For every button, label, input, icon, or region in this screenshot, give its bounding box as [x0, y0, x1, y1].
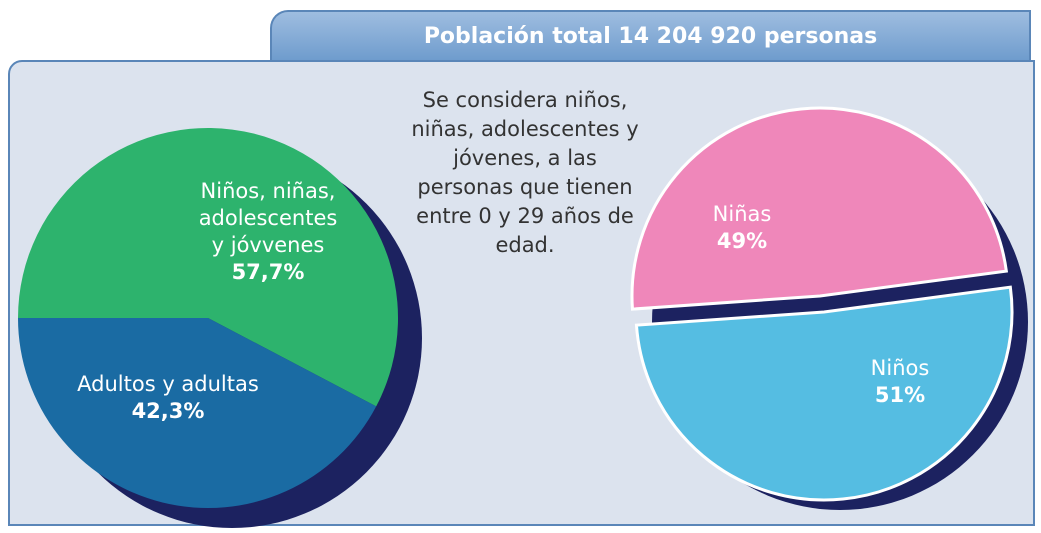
category-label: Adultos y adultas: [48, 371, 288, 398]
category-label: Niños, niñas, adolescentes y jóvvenes: [193, 178, 343, 259]
charts: [0, 0, 1041, 533]
value-label: 57,7%: [193, 259, 343, 286]
page: {"title": "Población total 14 204 920 pe…: [0, 0, 1041, 533]
category-label: Niñas: [682, 201, 802, 228]
value-label: 49%: [682, 228, 802, 255]
category-label: Niños: [840, 355, 960, 382]
value-label: 51%: [840, 382, 960, 409]
value-label: 42,3%: [48, 398, 288, 425]
